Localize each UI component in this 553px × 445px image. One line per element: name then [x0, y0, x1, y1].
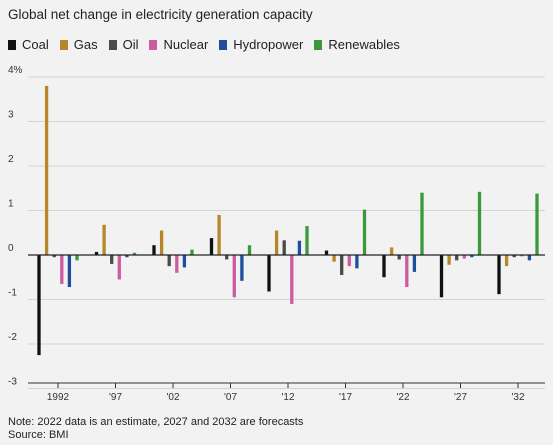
bar-oil-0 — [52, 255, 56, 258]
bar-gas-1 — [102, 224, 106, 255]
x-tick-label: '12 — [281, 392, 294, 403]
legend-item-renewables: Renewables — [314, 37, 400, 52]
y-tick-label: 1 — [8, 199, 14, 210]
bar-coal-0 — [37, 255, 41, 356]
bar-oil-5 — [340, 255, 344, 276]
legend-item-hydropower: Hydropower — [219, 37, 303, 52]
note-text: Note: 2022 data is an estimate, 2027 and… — [8, 416, 304, 428]
x-tick-label: '97 — [109, 392, 122, 403]
bar-gas-0 — [44, 85, 49, 256]
x-tick-label: 1992 — [47, 392, 70, 403]
x-tick-label: '02 — [166, 392, 179, 403]
chart-notes: Note: 2022 data is an estimate, 2027 and… — [8, 416, 303, 442]
bar-gas-3 — [217, 214, 221, 255]
bar-hydropower-8 — [527, 255, 532, 261]
bar-oil-4 — [282, 240, 286, 255]
y-tick-label: -1 — [8, 288, 17, 299]
y-tick-label: 3 — [8, 110, 14, 121]
bar-hydropower-6 — [412, 255, 417, 272]
bar-gas-7 — [447, 255, 451, 265]
bar-coal-6 — [382, 255, 386, 278]
bar-coal-1 — [94, 251, 99, 255]
bar-nuclear-0 — [60, 255, 64, 284]
bar-nuclear-6 — [405, 255, 409, 288]
y-tick-label: -2 — [8, 332, 17, 343]
bar-nuclear-8 — [520, 255, 524, 257]
legend-item-gas: Gas — [59, 37, 98, 52]
bar-renewables-2 — [190, 249, 194, 255]
bar-oil-6 — [397, 255, 401, 260]
legend-label: Oil — [122, 37, 139, 52]
bar-gas-5 — [332, 255, 336, 262]
bar-hydropower-3 — [240, 255, 244, 281]
legend-swatch — [149, 39, 158, 50]
bar-nuclear-4 — [290, 255, 294, 304]
bar-renewables-5 — [362, 209, 367, 255]
chart-legend: Coal Gas Oil Nuclear Hydropower Renewables — [8, 37, 411, 52]
x-tick-label: '07 — [224, 392, 237, 403]
y-tick-label: -3 — [8, 377, 17, 388]
legend-swatch — [59, 39, 68, 50]
bar-hydropower-2 — [182, 255, 187, 268]
legend-item-nuclear: Nuclear — [149, 37, 208, 52]
bar-hydropower-1 — [125, 255, 129, 258]
bar-renewables-0 — [75, 255, 79, 261]
legend-item-coal: Coal — [8, 37, 49, 52]
y-tick-label: 4% — [8, 65, 23, 76]
x-tick-label: '17 — [339, 392, 352, 403]
legend-item-oil: Oil — [108, 37, 139, 52]
y-tick-label: 2 — [8, 154, 14, 165]
source-text: Source: BMI — [8, 429, 69, 441]
legend-label: Hydropower — [233, 37, 304, 52]
bar-nuclear-7 — [462, 255, 466, 259]
x-tick-label: '27 — [454, 392, 467, 403]
y-tick-label: 0 — [8, 243, 14, 254]
bar-nuclear-2 — [175, 255, 179, 273]
bar-gas-2 — [159, 230, 164, 255]
bar-nuclear-5 — [347, 255, 351, 267]
bar-renewables-4 — [305, 226, 309, 255]
bar-hydropower-7 — [470, 255, 474, 258]
bar-renewables-8 — [535, 193, 539, 255]
bar-hydropower-4 — [297, 240, 302, 255]
bar-hydropower-0 — [67, 255, 72, 288]
bar-renewables-3 — [247, 245, 252, 255]
legend-label: Coal — [22, 37, 49, 52]
bar-coal-2 — [152, 245, 156, 255]
bar-gas-6 — [389, 247, 394, 255]
bar-coal-3 — [209, 238, 214, 255]
bar-gas-8 — [504, 255, 509, 267]
bar-coal-5 — [324, 250, 329, 255]
bar-coal-8 — [497, 255, 501, 295]
legend-label: Nuclear — [163, 37, 209, 52]
bar-nuclear-1 — [117, 255, 121, 280]
bar-oil-8 — [512, 255, 516, 258]
chart-title: Global net change in electricity generat… — [8, 7, 313, 22]
bar-renewables-7 — [477, 191, 482, 255]
legend-label: Gas — [73, 37, 98, 52]
bar-oil-2 — [167, 255, 171, 267]
legend-swatch — [314, 39, 323, 50]
legend-swatch — [108, 39, 117, 50]
bar-hydropower-5 — [355, 255, 359, 269]
bar-oil-7 — [455, 255, 459, 261]
bar-renewables-6 — [420, 192, 424, 255]
legend-label: Renewables — [328, 37, 400, 52]
legend-swatch — [8, 39, 16, 50]
bar-oil-3 — [225, 255, 229, 260]
bar-oil-1 — [110, 255, 114, 264]
bar-nuclear-3 — [232, 255, 236, 298]
bar-gas-4 — [274, 230, 279, 255]
bar-coal-4 — [267, 255, 271, 292]
x-tick-label: '32 — [511, 392, 524, 403]
bar-renewables-1 — [132, 252, 137, 255]
x-tick-label: '22 — [396, 392, 409, 403]
bar-coal-7 — [439, 255, 444, 298]
legend-swatch — [219, 39, 228, 50]
